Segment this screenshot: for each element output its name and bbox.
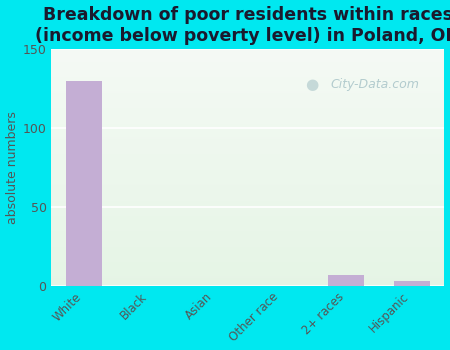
Title: Breakdown of poor residents within races
(income below poverty level) in Poland,: Breakdown of poor residents within races…	[36, 6, 450, 45]
Text: City-Data.com: City-Data.com	[330, 78, 419, 91]
Bar	[66, 81, 102, 286]
Bar	[328, 274, 364, 286]
Text: ●: ●	[305, 77, 318, 92]
Y-axis label: absolute numbers: absolute numbers	[5, 111, 18, 224]
Bar	[394, 281, 430, 286]
